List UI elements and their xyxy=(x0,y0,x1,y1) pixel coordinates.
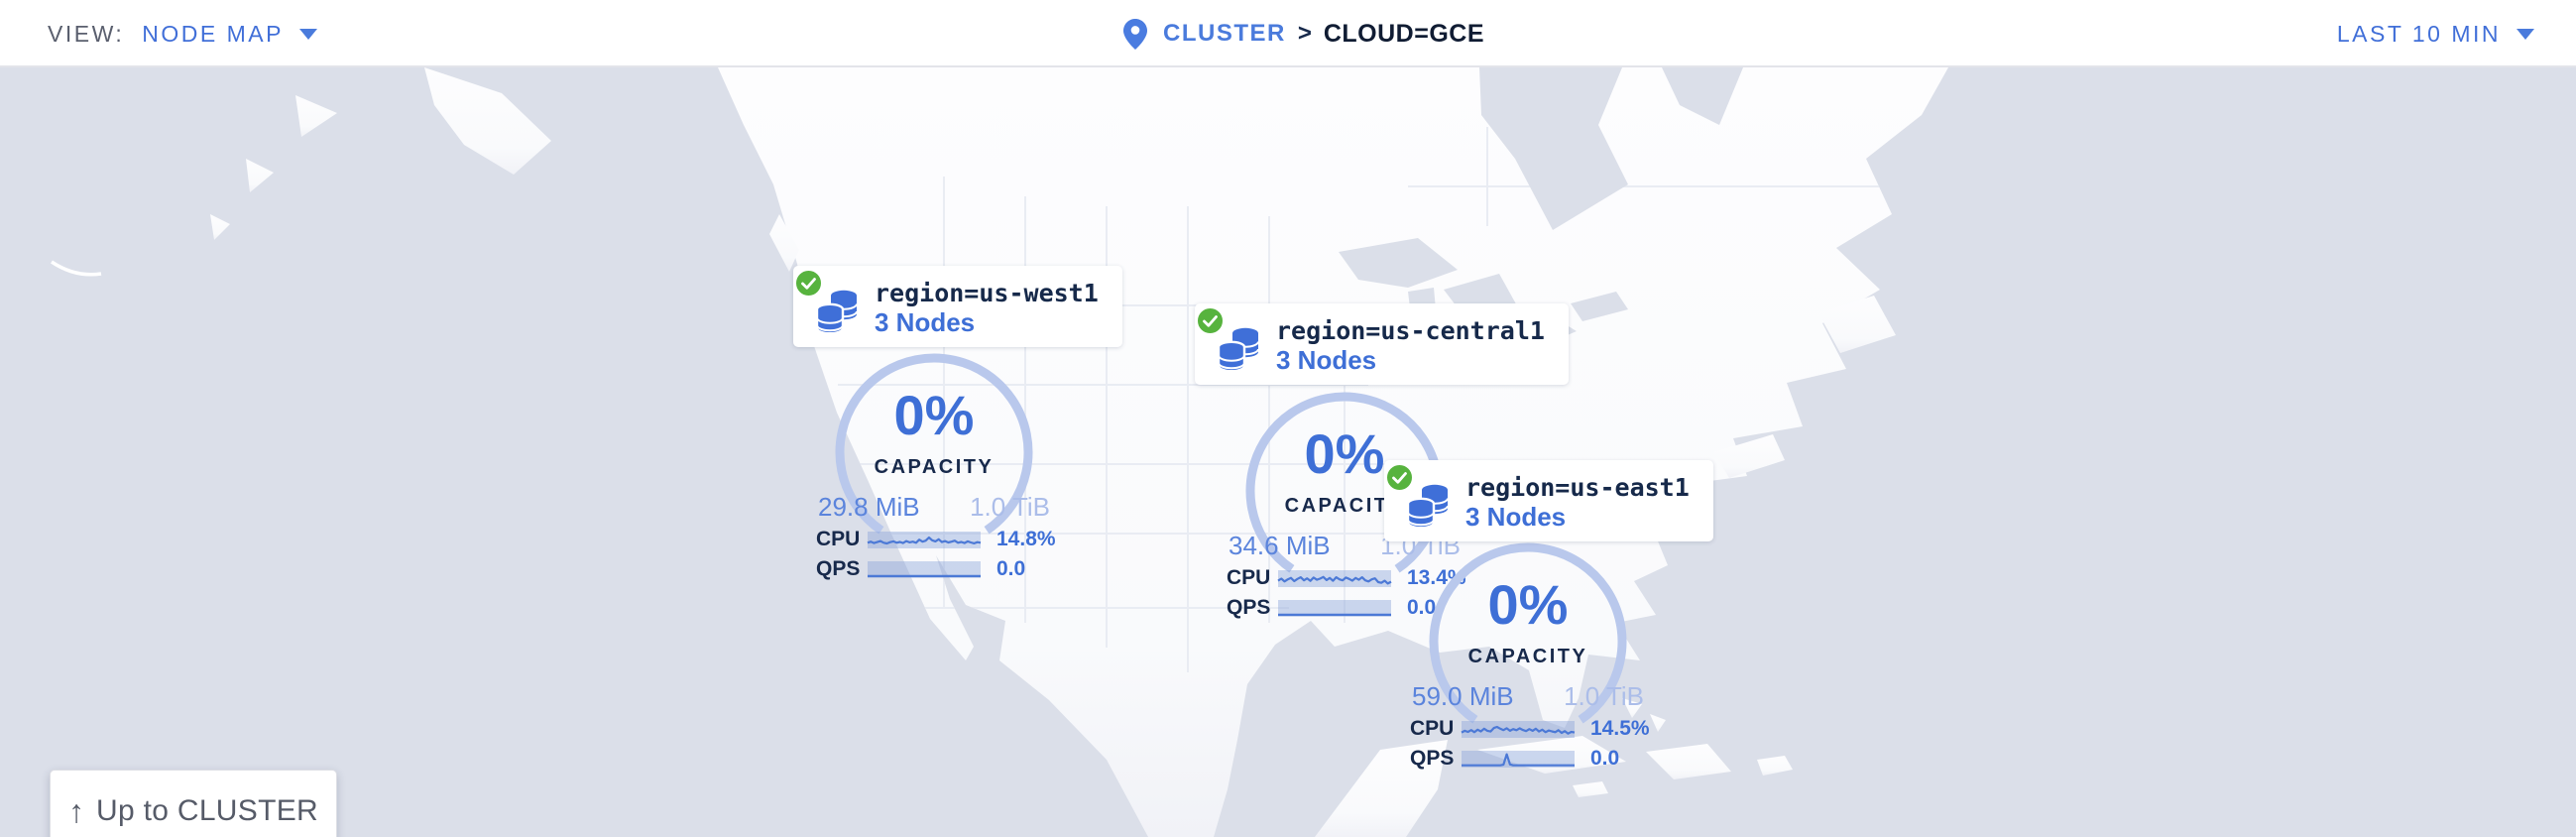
cpu-label: CPU xyxy=(816,528,861,550)
continent-landmass xyxy=(684,67,1948,837)
status-ok-icon xyxy=(1384,462,1415,493)
capacity-gauge-us-central1[interactable]: 0% CAPACITY 34.6 MiB 1.0 TiB CPU 13.4% Q… xyxy=(1221,392,1468,630)
capacity-used: 29.8 MiB xyxy=(818,492,920,522)
cpu-metric-row: CPU 14.5% xyxy=(1404,717,1652,740)
database-stack-icon xyxy=(1217,327,1259,373)
qps-metric-row: QPS 0.0 xyxy=(1404,747,1652,770)
capacity-label: CAPACITY xyxy=(1467,646,1588,667)
breadcrumb-cluster-link[interactable]: CLUSTER xyxy=(1163,20,1286,47)
qps-metric-row: QPS 0.0 xyxy=(810,557,1058,580)
region-name: region=us-west1 xyxy=(875,279,1099,307)
arrow-up-icon: ↑ xyxy=(68,793,85,829)
view-label: VIEW: xyxy=(48,20,125,47)
qps-value: 0.0 xyxy=(1407,596,1437,619)
status-ok-icon xyxy=(1195,305,1226,336)
cpu-value: 14.5% xyxy=(1590,717,1650,740)
capacity-arc xyxy=(1245,392,1444,590)
qps-sparkline xyxy=(1462,750,1575,768)
region-locality-us-west1[interactable]: region=us-west1 3 Nodes xyxy=(793,266,1122,347)
region-node-count[interactable]: 3 Nodes xyxy=(1276,345,1377,375)
capacity-label: CAPACITY xyxy=(1284,495,1405,517)
cpu-metric-row: CPU 14.8% xyxy=(810,528,1058,550)
breadcrumb-separator: > xyxy=(1297,20,1312,47)
capacity-arc xyxy=(1429,542,1627,741)
qps-label: QPS xyxy=(1227,596,1271,619)
top-bar: VIEW: NODE MAP CLUSTER > CLOUD=GCE LAST … xyxy=(0,0,2576,67)
capacity-gauge-us-east1[interactable]: 0% CAPACITY 59.0 MiB 1.0 TiB CPU 14.5% Q… xyxy=(1404,542,1652,780)
qps-sparkline xyxy=(868,560,981,578)
capacity-used: 34.6 MiB xyxy=(1229,531,1331,560)
region-name: region=us-east1 xyxy=(1465,473,1690,502)
capacity-percent: 0% xyxy=(893,384,975,446)
islands xyxy=(1315,296,1896,837)
qps-value: 0.0 xyxy=(1590,747,1620,770)
up-to-cluster-button[interactable]: ↑ Up to CLUSTER xyxy=(50,770,337,837)
breadcrumb: CLUSTER > CLOUD=GCE xyxy=(1123,0,1484,67)
capacity-total: 1.0 TiB xyxy=(1564,681,1644,711)
north-america-map xyxy=(51,67,1948,837)
cpu-sparkline xyxy=(1461,720,1576,738)
qps-value: 0.0 xyxy=(996,557,1026,580)
database-stack-icon xyxy=(815,290,858,335)
region-node-count[interactable]: 3 Nodes xyxy=(1465,502,1567,532)
capacity-percent: 0% xyxy=(1487,573,1569,636)
qps-metric-row: QPS 0.0 xyxy=(1221,596,1468,619)
breadcrumb-current: CLOUD=GCE xyxy=(1323,19,1485,48)
cpu-sparkline xyxy=(1277,569,1392,587)
capacity-total: 1.0 TiB xyxy=(970,492,1050,522)
alaska-landmass xyxy=(210,67,799,272)
time-range-selector[interactable]: LAST 10 MIN xyxy=(2337,0,2534,67)
capacity-gauge-us-west1[interactable]: 0% CAPACITY 29.8 MiB 1.0 TiB CPU 14.8% Q… xyxy=(810,353,1058,591)
cpu-value: 14.8% xyxy=(996,528,1056,550)
region-locality-us-east1[interactable]: region=us-east1 3 Nodes xyxy=(1384,460,1713,541)
island-chain xyxy=(51,260,102,277)
location-pin-icon xyxy=(1123,18,1147,50)
region-name: region=us-central1 xyxy=(1276,316,1545,345)
region-node-count[interactable]: 3 Nodes xyxy=(875,307,976,337)
qps-label: QPS xyxy=(1410,747,1455,770)
capacity-label: CAPACITY xyxy=(874,456,995,478)
cpu-label: CPU xyxy=(1227,566,1271,589)
cpu-label: CPU xyxy=(1410,717,1455,740)
view-selector[interactable]: VIEW: NODE MAP xyxy=(48,0,317,67)
database-stack-icon xyxy=(1406,484,1449,530)
qps-label: QPS xyxy=(816,557,861,580)
capacity-arc xyxy=(835,353,1033,551)
node-map-canvas: region=us-west1 3 Nodes region=us-centra… xyxy=(0,67,2576,837)
capacity-used: 59.0 MiB xyxy=(1412,681,1514,711)
status-ok-icon xyxy=(793,268,824,299)
region-locality-us-central1[interactable]: region=us-central1 3 Nodes xyxy=(1195,303,1569,385)
up-to-cluster-label: Up to CLUSTER xyxy=(96,794,318,827)
chevron-down-icon xyxy=(2517,28,2534,40)
qps-sparkline xyxy=(1278,599,1391,617)
capacity-percent: 0% xyxy=(1304,422,1385,485)
cpu-sparkline xyxy=(867,531,982,548)
time-range-value: LAST 10 MIN xyxy=(2336,20,2501,47)
view-selected-value: NODE MAP xyxy=(142,20,284,47)
chevron-down-icon xyxy=(298,28,317,40)
